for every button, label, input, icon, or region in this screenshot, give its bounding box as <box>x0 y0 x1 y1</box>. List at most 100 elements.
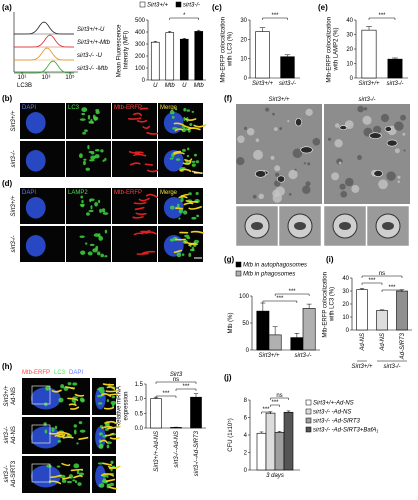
column-label: sirt3-/- <box>359 97 376 103</box>
stain <box>88 150 93 154</box>
y-tick-label: 20 <box>346 47 353 53</box>
panel-label: (b) <box>2 94 13 103</box>
stain <box>107 426 121 430</box>
stain <box>99 439 108 444</box>
em-vesicle <box>295 118 302 127</box>
em-texture <box>265 107 270 112</box>
stain <box>89 243 95 247</box>
stain <box>87 114 91 120</box>
y-tick-label: 8 <box>244 398 248 404</box>
bar <box>256 310 270 351</box>
stain <box>186 109 191 112</box>
bar <box>194 31 204 81</box>
em-texture <box>303 162 306 165</box>
stain <box>95 426 106 449</box>
significance-bracket <box>274 293 310 296</box>
stain <box>100 149 104 153</box>
significance-label: *** <box>162 391 170 397</box>
row-label: Ad-NS <box>11 387 17 405</box>
em-texture <box>334 123 340 128</box>
stain <box>104 229 108 234</box>
bar <box>170 427 182 429</box>
significance-label: ns <box>173 377 179 383</box>
em-texture <box>237 135 245 144</box>
y-axis-label: Mtb (%) <box>228 312 234 333</box>
stain <box>106 441 112 445</box>
stain <box>98 443 104 449</box>
em-vesicle <box>300 146 313 154</box>
y-axis-label: CFU (1x10⁵) <box>227 418 234 452</box>
stain <box>96 388 103 391</box>
stain <box>173 122 185 126</box>
stain <box>97 462 104 465</box>
stain <box>82 160 86 166</box>
y-axis-label: Mean Fluorescence Intensity (MFI) <box>117 23 130 77</box>
stain <box>139 107 149 110</box>
stain <box>99 208 102 213</box>
stain <box>72 479 76 482</box>
stain <box>112 403 115 408</box>
y-tick-label: 0 <box>350 76 354 82</box>
stain <box>73 429 77 435</box>
significance-bracket <box>361 282 383 285</box>
inset-box <box>31 385 51 405</box>
x-tick-label: U <box>153 83 158 89</box>
stain <box>103 406 115 410</box>
stain <box>88 120 94 124</box>
stain <box>108 486 118 490</box>
em-texture <box>279 127 283 130</box>
stain <box>106 399 110 403</box>
stain <box>132 216 144 219</box>
y-tick-label: 0.5 <box>135 411 144 417</box>
bar <box>361 29 377 79</box>
em-texture <box>402 132 406 136</box>
legend-label: Mtb in phagosomes <box>243 272 295 278</box>
bar <box>280 56 295 79</box>
x-tick-label: U <box>182 83 187 89</box>
stain <box>66 480 72 484</box>
stain <box>188 243 199 246</box>
stain <box>173 249 183 254</box>
legend-label: sirt3-/- -Ad-NS <box>313 410 351 416</box>
em-texture <box>378 179 388 190</box>
y-tick-label: 10 <box>240 57 247 63</box>
stain <box>54 425 58 430</box>
legend-swatch <box>305 408 312 415</box>
group-label: Sirt3+/+ <box>351 364 373 370</box>
stain <box>101 208 106 213</box>
bar <box>256 432 267 471</box>
em-texture <box>345 177 354 187</box>
stain <box>79 235 85 238</box>
significance-bracket <box>155 381 197 384</box>
em-texture <box>305 108 313 117</box>
stain <box>74 480 78 484</box>
stain <box>132 112 143 117</box>
stain <box>172 126 178 130</box>
stain <box>104 255 108 258</box>
bar <box>283 411 294 471</box>
stain <box>106 483 110 489</box>
stain <box>195 160 200 164</box>
panel-label: (j) <box>224 373 232 382</box>
stain <box>169 157 174 160</box>
stain <box>78 421 83 425</box>
em-texture <box>394 121 404 131</box>
stain <box>144 163 154 166</box>
channel-label: DAPI <box>22 105 36 111</box>
stain <box>25 197 46 219</box>
column-label: Sirt3+/+ <box>268 97 290 103</box>
stain <box>79 429 86 433</box>
x-tick-label: Ad-NS <box>380 333 386 352</box>
stain <box>185 200 199 203</box>
stain <box>179 168 192 172</box>
stain <box>45 387 49 391</box>
stain <box>102 383 115 386</box>
stain <box>196 214 200 218</box>
stain <box>180 197 184 203</box>
y-axis-label: Relative mRNA expression <box>117 385 130 427</box>
bar <box>290 337 304 351</box>
em-texture <box>327 137 332 141</box>
em-texture <box>338 161 342 165</box>
stain <box>106 474 109 478</box>
em-texture <box>397 175 401 179</box>
